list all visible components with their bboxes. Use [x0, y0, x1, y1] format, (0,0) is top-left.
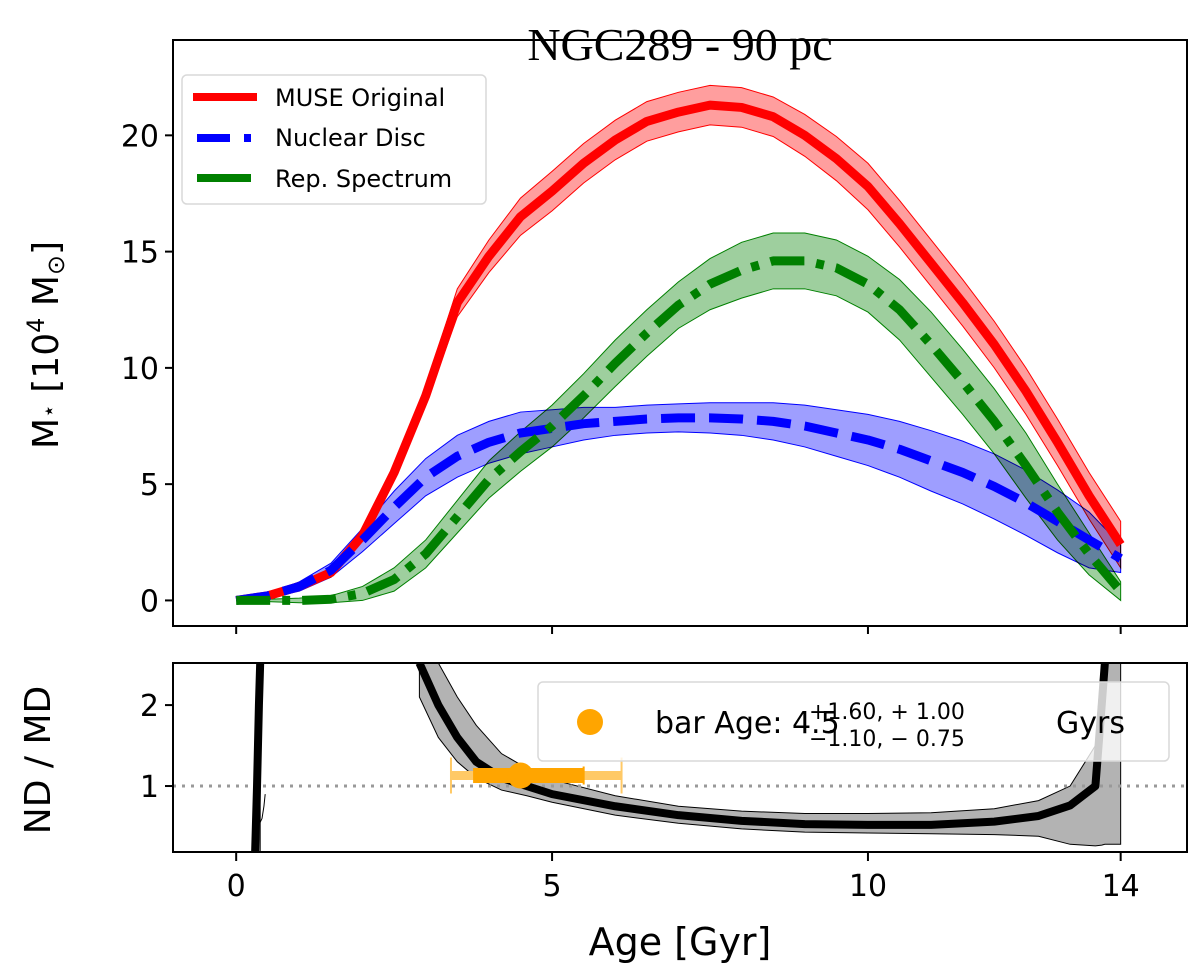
- bottom-legend-box: [537, 681, 1170, 762]
- legend-label-muse-original: MUSE Original: [275, 84, 445, 112]
- ratio-line: [415, 663, 1109, 829]
- ratio-band-edge: [259, 794, 266, 823]
- top-axes-frame: [172, 39, 1188, 627]
- line-nuclear-disc: [235, 413, 1123, 605]
- bottom-y-axis-label: ND / MD: [18, 686, 59, 834]
- top-y-tick-label: 10: [121, 352, 159, 387]
- legend-label-nuclear-disc: Nuclear Disc: [275, 124, 426, 152]
- top-y-tick-label: 5: [140, 468, 159, 503]
- top-lines: [235, 100, 1125, 605]
- bottom-y-tick-label: 2: [140, 689, 159, 724]
- top-y-tick-label: 20: [121, 119, 159, 154]
- bottom-y-tick-label: 1: [140, 770, 159, 805]
- legend-bar-age-lower-errors: −1.10, − 0.75: [809, 727, 965, 752]
- line-muse-original: [235, 100, 1125, 605]
- top-legend-box: [181, 74, 487, 205]
- bar-age-point: [507, 762, 534, 789]
- top-legend: MUSE Original Nuclear Disc Rep. Spectrum: [181, 74, 487, 205]
- chart-title: NGC289 - 90 pc: [527, 19, 832, 70]
- top-y-axis-label: M⋆ [104 M⊙]: [22, 241, 70, 449]
- legend-marker-bar-age: [577, 709, 603, 735]
- x-tick-label: 14: [1102, 869, 1140, 904]
- top-y-tick-label: 0: [140, 584, 159, 619]
- bottom-content: [173, 663, 1187, 852]
- x-tick-label: 5: [543, 869, 562, 904]
- legend-bar-age-unit: Gyrs: [1056, 706, 1125, 741]
- x-axis-label: Age [Gyr]: [589, 920, 772, 964]
- x-tick-label: 10: [849, 869, 887, 904]
- legend-label-bar-age: bar Age: 4.5: [655, 706, 840, 741]
- bottom-x-ticks: 0 5 10 14: [227, 852, 1140, 904]
- top-y-tick-label: 15: [121, 236, 159, 271]
- bottom-y-ticks: 12: [140, 689, 173, 805]
- legend-label-rep-spectrum: Rep. Spectrum: [275, 165, 452, 193]
- bottom-legend: bar Age: 4.5 +1.60, + 1.00 −1.10, − 0.75…: [537, 681, 1170, 762]
- top-y-ticks: 0 5 10 15 20: [121, 119, 1122, 634]
- legend-bar-age-upper-errors: +1.60, + 1.00: [809, 700, 965, 725]
- bottom-axes-frame: [172, 662, 1188, 853]
- line-rep-spectrum: [236, 256, 1125, 605]
- ratio-line: [251, 663, 265, 852]
- band-rep-spectrum: [236, 232, 1122, 604]
- x-tick-label: 0: [227, 869, 246, 904]
